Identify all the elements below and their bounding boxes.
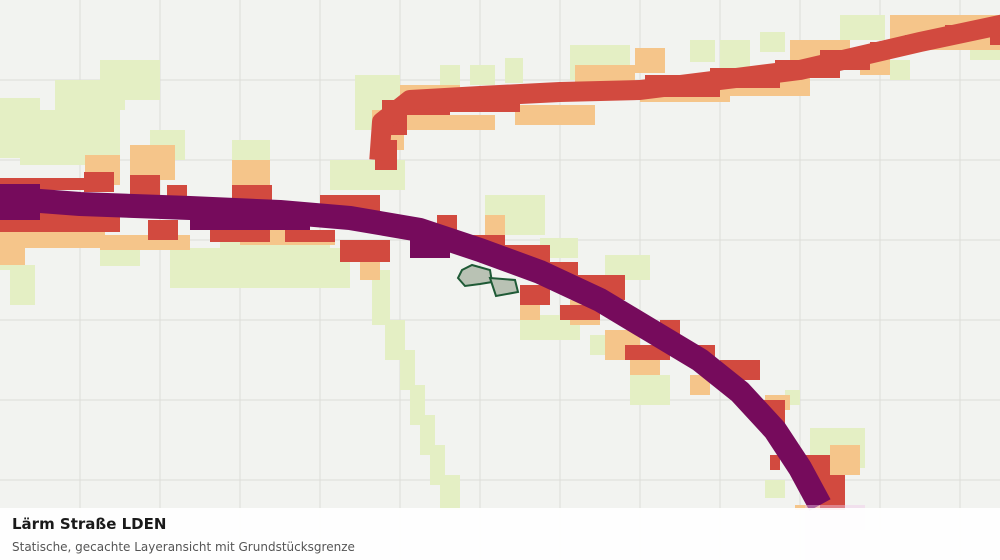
map-caption-title: Lärm Straße LDEN bbox=[12, 515, 167, 533]
noise-class-highest-patches bbox=[0, 184, 450, 258]
map-caption-subtitle: Statische, gecachte Layeransicht mit Gru… bbox=[12, 540, 355, 554]
noise-road-north bbox=[369, 14, 1000, 161]
map-caption-panel: Lärm Straße LDEN Statische, gecachte Lay… bbox=[0, 508, 1000, 560]
parcel-boundary bbox=[456, 263, 520, 298]
